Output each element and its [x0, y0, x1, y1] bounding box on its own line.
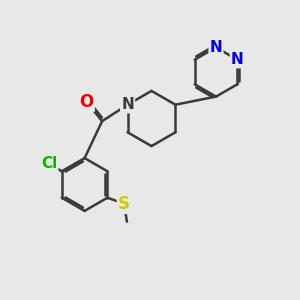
Text: S: S — [118, 195, 130, 213]
Text: Cl: Cl — [41, 156, 57, 171]
Text: N: N — [121, 97, 134, 112]
Text: O: O — [80, 93, 94, 111]
Text: N: N — [210, 40, 222, 55]
Text: N: N — [231, 52, 244, 67]
